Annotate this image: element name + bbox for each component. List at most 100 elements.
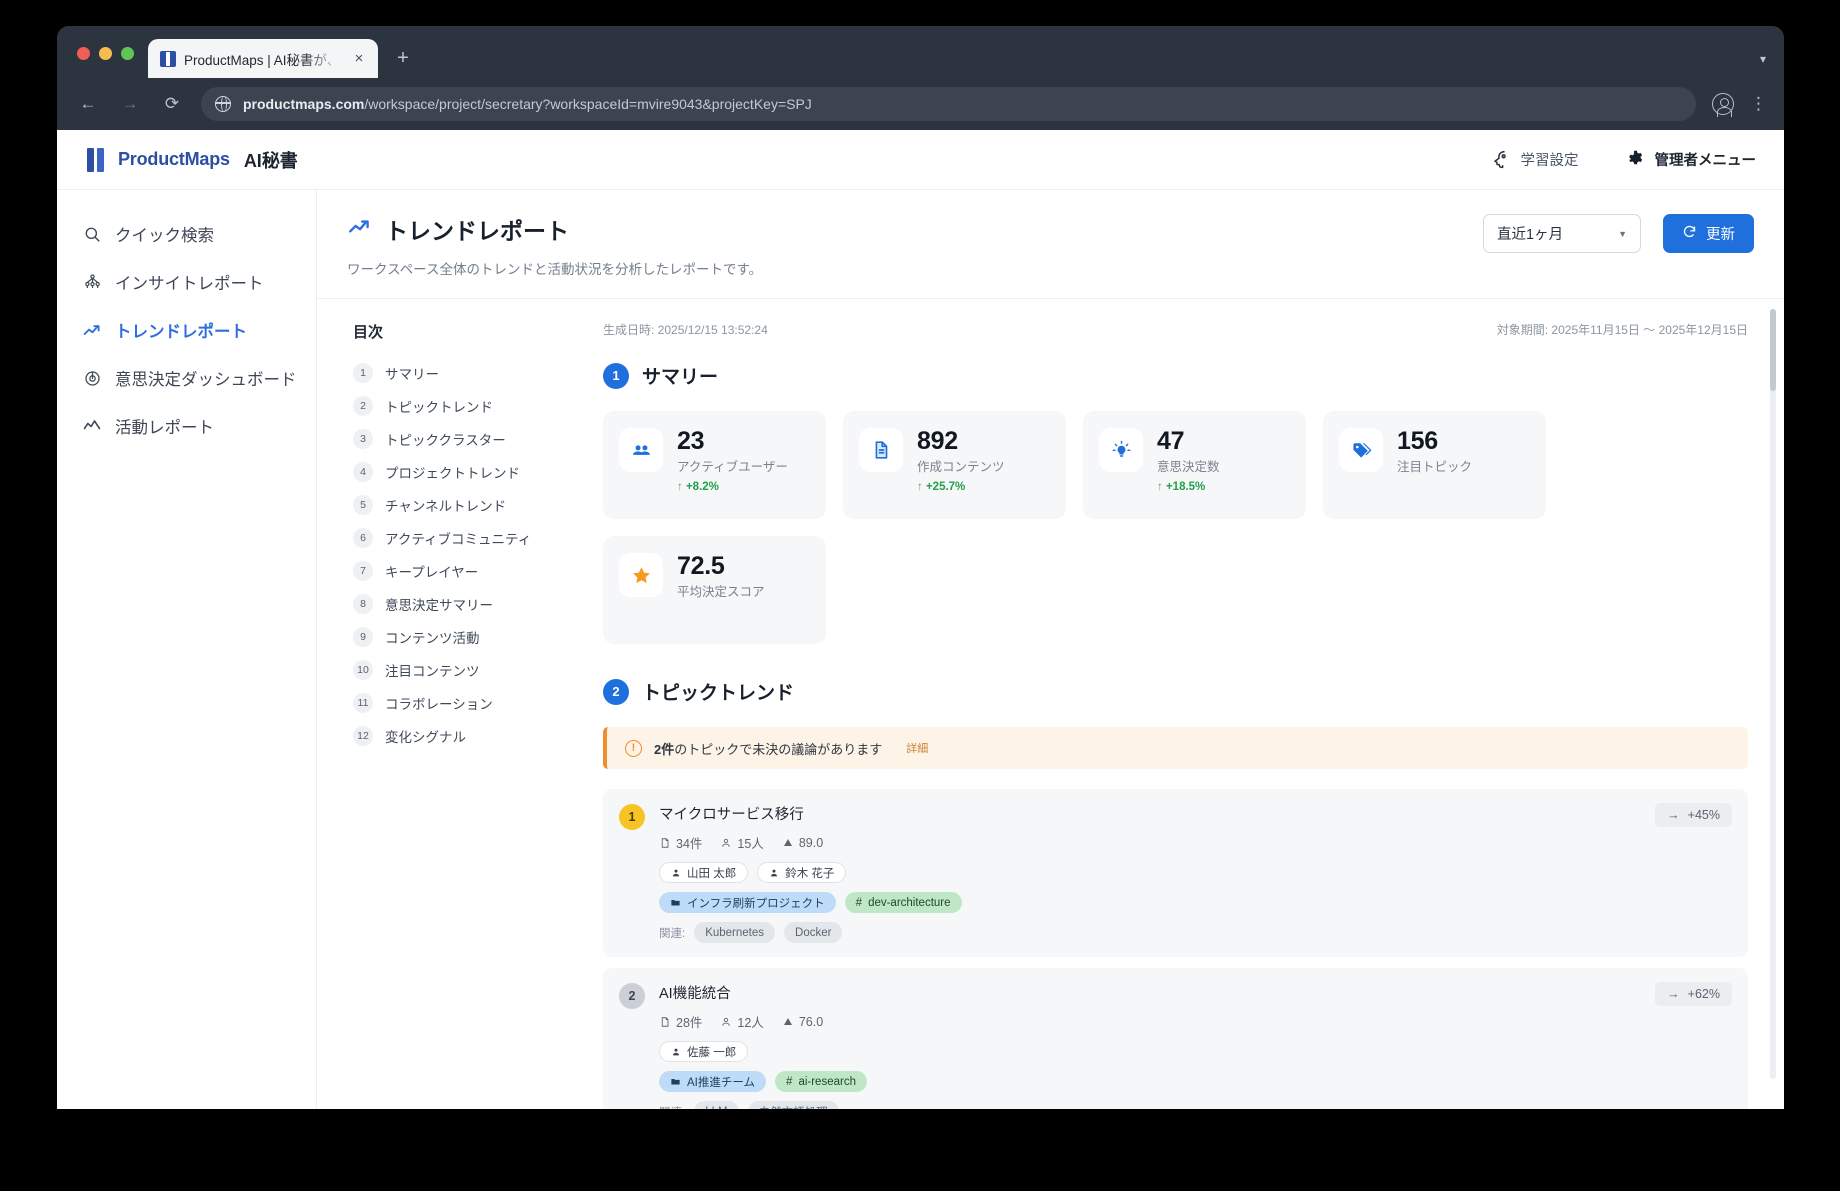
project-name: インフラ刷新プロジェクト: [687, 897, 825, 910]
project-chip[interactable]: インフラ刷新プロジェクト: [659, 892, 836, 913]
minimize-window-button[interactable]: [99, 47, 112, 60]
toc-item-active-community[interactable]: 6 アクティブコミュニティ: [353, 527, 583, 549]
related-label: 関連:: [659, 1104, 685, 1110]
topic-body: AI機能統合 28件 12人: [659, 982, 1730, 1109]
forward-icon[interactable]: →: [121, 94, 139, 113]
stat-card-average-decision-score[interactable]: 72.5 平均決定スコア: [603, 536, 826, 644]
close-icon[interactable]: ×: [354, 50, 364, 67]
toc-item-number: 3: [353, 429, 373, 449]
stat-card-body: 892 作成コンテンツ ↑ +25.7%: [917, 428, 1005, 502]
toc-item-label: 意思決定サマリー: [385, 598, 493, 613]
person-icon: [673, 1048, 679, 1055]
report-body: 生成日時: 2025/12/15 13:52:24 対象期間: 2025年11月…: [583, 299, 1784, 1109]
rank-badge: 1: [619, 804, 645, 830]
person-icon: [771, 869, 778, 876]
close-window-button[interactable]: [77, 47, 90, 60]
toc-item-key-player[interactable]: 7 キープレイヤー: [353, 560, 583, 582]
related-chip[interactable]: LLM: [694, 1101, 739, 1109]
section-title: サマリー: [642, 367, 719, 388]
topic-related-row: 関連: Kubernetes Docker: [659, 922, 1730, 943]
project-chip[interactable]: AI推進チーム: [659, 1071, 767, 1092]
toc-item-project-trend[interactable]: 4 プロジェクトトレンド: [353, 461, 583, 483]
toc-item-featured-content[interactable]: 10 注目コンテンツ: [353, 659, 583, 681]
sidebar-item-insight-report[interactable]: インサイトレポート: [81, 266, 316, 298]
sidebar-item-label: クイック検索: [115, 227, 214, 245]
stat-card-trending-topics[interactable]: 156 注目トピック: [1323, 411, 1546, 519]
stat-delta-value: +8.2%: [685, 481, 719, 494]
refresh-icon: [1682, 224, 1697, 243]
stat-label: 平均決定スコア: [677, 585, 765, 600]
productmaps-logo-icon: [87, 147, 109, 172]
related-chip[interactable]: Docker: [784, 922, 843, 943]
report-scrollbar[interactable]: [1770, 309, 1776, 1079]
toc-item-content-activity[interactable]: 9 コンテンツ活動: [353, 626, 583, 648]
person-chip[interactable]: 佐藤 一郎: [659, 1041, 749, 1062]
person-name: 鈴木 花子: [785, 867, 835, 880]
url-path: /workspace/project/secretary?workspaceId…: [364, 96, 812, 112]
toc-item-label: キープレイヤー: [385, 565, 479, 580]
score-icon: [783, 838, 792, 846]
app-body: クイック検索 インサイトレポート: [57, 190, 1784, 1109]
toc-item-topic-trend[interactable]: 2 トピックトレンド: [353, 395, 583, 417]
sidebar-item-quick-search[interactable]: クイック検索: [81, 218, 316, 250]
stat-delta: ↑ +25.7%: [917, 481, 1005, 493]
stat-value: 47: [1157, 427, 1185, 455]
window-controls: [57, 47, 148, 78]
hash-icon: #: [855, 896, 863, 909]
stat-card-decisions[interactable]: 47 意思決定数 ↑ +18.5%: [1083, 411, 1306, 519]
toc-item-channel-trend[interactable]: 5 チャンネルトレンド: [353, 494, 583, 516]
document-icon: [661, 837, 669, 848]
related-chip[interactable]: Kubernetes: [694, 922, 776, 943]
sidebar-item-trend-report[interactable]: トレンドレポート: [81, 314, 316, 346]
topic-trend-item[interactable]: 2 AI機能統合 28件: [603, 968, 1748, 1109]
new-tab-button[interactable]: +: [397, 47, 409, 69]
toc-item-decision-summary[interactable]: 8 意思決定サマリー: [353, 593, 583, 615]
browser-tab[interactable]: ProductMaps | AI秘書が、あな ×: [148, 39, 378, 78]
back-icon[interactable]: ←: [79, 94, 97, 113]
toc-item-collaboration[interactable]: 11 コラボレーション: [353, 692, 583, 714]
topic-trend-item[interactable]: 1 マイクロサービス移行 34件: [603, 789, 1748, 957]
stat-card-created-content[interactable]: 892 作成コンテンツ ↑ +25.7%: [843, 411, 1066, 519]
app-header: ProductMaps AI秘書 学習設定 管: [57, 130, 1784, 190]
topic-people-chips: 佐藤 一郎: [659, 1041, 1730, 1062]
brand[interactable]: ProductMaps: [87, 147, 230, 172]
main-content: トレンドレポート ワークスペース全体のトレンドと活動状況を分析したレポートです。…: [317, 190, 1784, 1109]
related-chip[interactable]: 自然言語処理: [747, 1101, 839, 1109]
chevron-down-icon[interactable]: ▾: [1759, 52, 1766, 66]
refresh-button[interactable]: 更新: [1663, 214, 1754, 253]
alert-detail-link[interactable]: 詳細: [906, 743, 929, 755]
report-meta: 生成日時: 2025/12/15 13:52:24 対象期間: 2025年11月…: [603, 321, 1748, 338]
maximize-window-button[interactable]: [121, 47, 134, 60]
toc-item-summary[interactable]: 1 サマリー: [353, 362, 583, 384]
person-chip[interactable]: 山田 太郎: [659, 862, 749, 883]
person-chip[interactable]: 鈴木 花子: [757, 862, 847, 883]
section-header-summary: 1 サマリー: [603, 362, 1748, 389]
stat-delta: ↑ +18.5%: [1157, 481, 1220, 493]
address-bar[interactable]: productmaps.com/workspace/project/secret…: [201, 87, 1696, 121]
topic-title: AI機能統合: [659, 986, 731, 1002]
toc-item-number: 11: [353, 693, 373, 713]
document-icon: [661, 1016, 669, 1027]
learning-settings-button[interactable]: 学習設定: [1491, 149, 1579, 170]
toc-item-label: コンテンツ活動: [385, 631, 480, 646]
scrollbar-thumb[interactable]: [1770, 309, 1776, 391]
sidebar-item-activity-report[interactable]: 活動レポート: [81, 410, 316, 442]
channel-chip[interactable]: # ai-research: [775, 1071, 867, 1092]
period-select[interactable]: 直近1ヶ月 ▼: [1483, 214, 1641, 253]
toc-item-topic-cluster[interactable]: 3 トピッククラスター: [353, 428, 583, 450]
admin-menu-button[interactable]: 管理者メニュー: [1625, 149, 1756, 170]
stat-card-active-users[interactable]: 23 アクティブユーザー ↑ +8.2%: [603, 411, 826, 519]
metric-value: 34件: [676, 837, 703, 851]
section-number: 2: [603, 678, 629, 705]
profile-icon[interactable]: [1712, 93, 1734, 117]
tab-title: ProductMaps | AI秘書が、あな: [184, 52, 342, 68]
toc-item-number: 7: [353, 561, 373, 581]
toc-item-change-signal[interactable]: 12 変化シグナル: [353, 725, 583, 747]
topic-people-chips: 山田 太郎 鈴木 花子: [659, 862, 1730, 883]
reload-icon[interactable]: ⟳: [164, 94, 180, 113]
browser-menu-icon[interactable]: ⋮: [1750, 93, 1767, 113]
sidebar-item-decision-dashboard[interactable]: 意思決定ダッシュボード: [81, 362, 316, 394]
channel-chip[interactable]: # dev-architecture: [844, 892, 962, 913]
toc-item-label: トピッククラスター: [385, 433, 506, 448]
activity-icon: [81, 415, 103, 437]
